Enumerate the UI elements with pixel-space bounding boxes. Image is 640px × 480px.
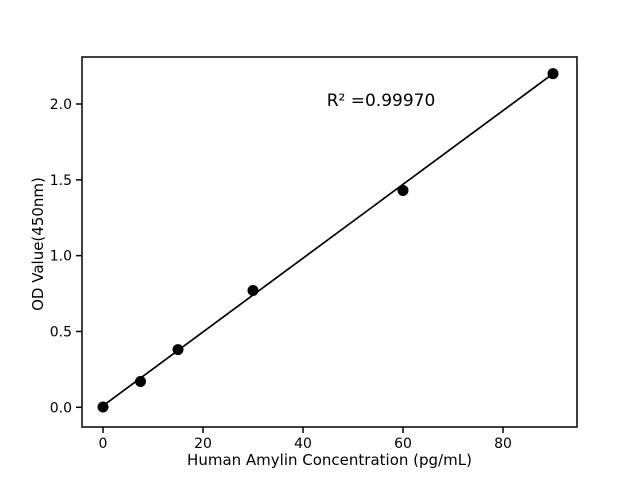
y-axis-tick-label: 1.5 — [50, 173, 72, 189]
plot-frame — [81, 56, 578, 428]
x-axis-tick-label: 40 — [294, 436, 312, 452]
x-axis-tick-label: 80 — [494, 436, 512, 452]
x-axis-tick-label: 0 — [99, 436, 108, 452]
y-axis-tick-label: 0.5 — [50, 324, 72, 340]
data-point — [397, 184, 409, 196]
y-axis-tick-label: 1.0 — [50, 249, 72, 265]
data-point — [97, 401, 109, 413]
x-axis-tick-label: 20 — [194, 436, 212, 452]
data-point — [135, 376, 146, 388]
data-point — [547, 68, 559, 80]
y-axis-tick-label: 2.0 — [50, 97, 72, 113]
fit-line — [102, 72, 554, 407]
data-point — [172, 344, 184, 356]
x-axis-tick-label: 60 — [394, 436, 412, 452]
r-squared-annotation: R² =0.99970 — [326, 91, 436, 111]
y-axis-label: OD Value(450nm) — [29, 177, 47, 311]
y-axis-tick-label: 0.0 — [50, 400, 72, 416]
data-point — [247, 285, 259, 297]
x-axis-label: Human Amylin Concentration (pg/mL) — [187, 451, 472, 469]
